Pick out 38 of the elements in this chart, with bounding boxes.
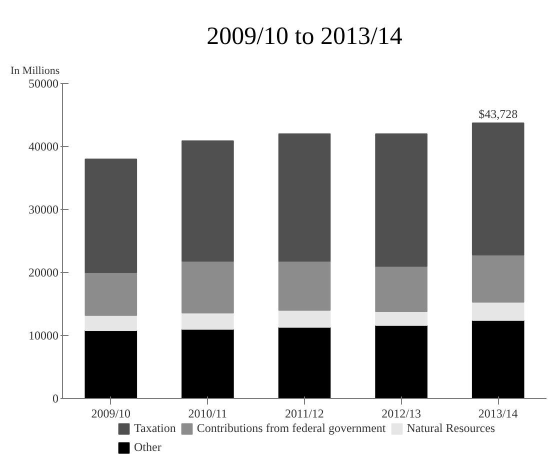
y-tick-label: 50000 [28,76,58,90]
bar [182,260,234,314]
x-tick-label: 2011/12 [285,406,324,420]
bar [375,324,428,398]
total-label: $43,728 [478,107,518,122]
bar [375,266,428,312]
x-tick-label: 2012/13 [382,406,421,420]
bar [472,122,524,256]
legend-label: Natural Resources [406,422,496,436]
bar [472,320,524,398]
legend-label: Other [134,440,162,454]
bar [278,260,331,311]
bar [84,330,138,398]
y-axis-title: In Millions [10,65,60,77]
x-tick-label: 2013/14 [478,406,518,420]
y-tick-label: 0 [52,392,58,406]
legend-label: Taxation [134,422,176,436]
bar [182,328,234,398]
y-tick-label: 20000 [28,266,58,280]
bar [84,314,138,331]
y-tick-label: 30000 [28,202,58,216]
bar [182,140,234,262]
bar [472,254,524,303]
bar [84,158,138,273]
x-tick-label: 2010/11 [188,406,228,420]
y-tick-label: 10000 [28,328,58,342]
y-tick-label: 40000 [28,140,58,154]
bar [472,302,524,321]
legend-label: Contributions from federal government [196,422,386,436]
bar [278,310,331,328]
chart-title: 2009/10 to 2013/14 [206,23,403,50]
bar [278,326,331,398]
x-tick-label: 2009/10 [91,406,131,420]
bar [182,312,234,330]
bar [84,272,138,316]
bar [375,311,428,326]
bar [278,133,331,262]
bar [375,133,428,267]
